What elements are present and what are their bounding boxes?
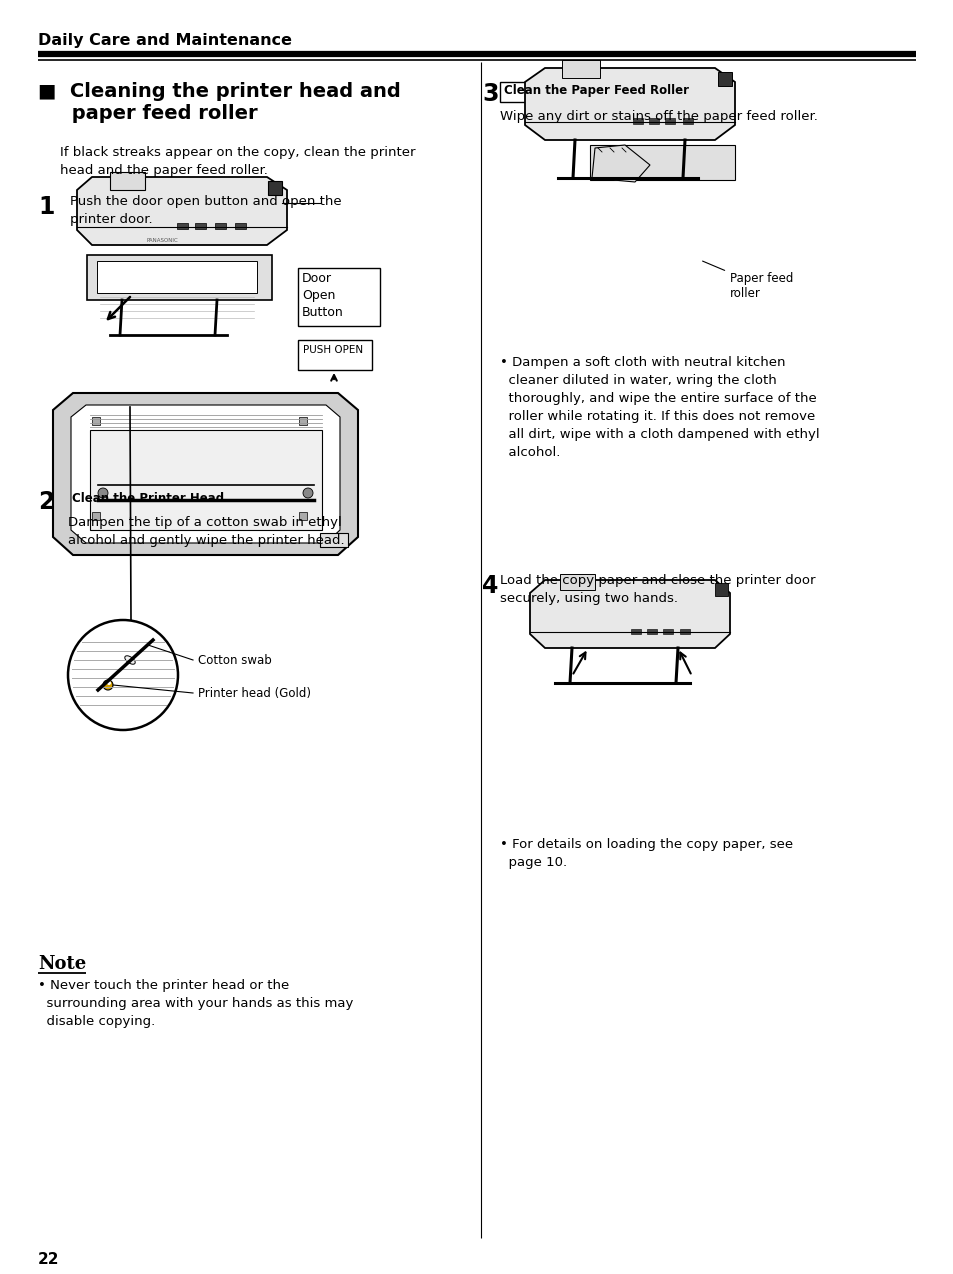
Bar [91, 512, 100, 520]
Bar [268, 181, 282, 195]
Polygon shape [524, 68, 734, 140]
Bar [633, 118, 642, 124]
Bar [499, 82, 669, 102]
Bar [319, 533, 348, 547]
Polygon shape [71, 405, 339, 543]
Polygon shape [589, 145, 734, 180]
Bar [648, 118, 659, 124]
Bar [561, 60, 599, 78]
Circle shape [107, 682, 111, 685]
Text: Clean the Paper Feed Roller: Clean the Paper Feed Roller [503, 84, 688, 97]
Bar [298, 417, 307, 426]
Bar [97, 261, 256, 293]
Bar [234, 223, 246, 229]
Bar [214, 223, 226, 229]
Text: 22: 22 [38, 1252, 59, 1268]
Text: Printer head (Gold): Printer head (Gold) [198, 687, 311, 699]
Bar [194, 223, 206, 229]
Text: ■  Cleaning the printer head and: ■ Cleaning the printer head and [38, 82, 400, 101]
Circle shape [103, 680, 112, 691]
Text: PUSH OPEN: PUSH OPEN [303, 345, 363, 355]
Text: Paper feed
roller: Paper feed roller [701, 261, 793, 299]
Text: 3: 3 [481, 82, 498, 106]
Text: 2: 2 [38, 490, 54, 513]
Bar [297, 340, 372, 369]
Text: paper feed roller: paper feed roller [38, 104, 257, 124]
Bar [91, 417, 100, 426]
Bar [559, 575, 595, 590]
Bar [630, 629, 640, 634]
Circle shape [303, 488, 313, 498]
Polygon shape [77, 177, 287, 245]
Text: Cotton swab: Cotton swab [198, 654, 272, 666]
Text: 1: 1 [38, 195, 54, 219]
Bar [714, 583, 727, 596]
Text: Push the door open button and open the
printer door.: Push the door open button and open the p… [70, 195, 341, 225]
Polygon shape [530, 580, 729, 648]
Text: Door
Open
Button: Door Open Button [302, 273, 343, 318]
Text: • Dampen a soft cloth with neutral kitchen
  cleaner diluted in water, wring the: • Dampen a soft cloth with neutral kitch… [499, 355, 819, 459]
Text: PANASONIC: PANASONIC [147, 238, 178, 243]
Text: Load the copy paper and close the printer door
securely, using two hands.: Load the copy paper and close the printe… [499, 575, 815, 605]
Text: Wipe any dirt or stains off the paper feed roller.: Wipe any dirt or stains off the paper fe… [499, 110, 817, 124]
Polygon shape [53, 392, 357, 555]
Bar [298, 512, 307, 520]
Text: • For details on loading the copy paper, see
  page 10.: • For details on loading the copy paper,… [499, 838, 792, 869]
Circle shape [98, 488, 108, 498]
Bar [110, 172, 145, 190]
Text: Note: Note [38, 956, 86, 973]
Bar [664, 118, 675, 124]
Bar [662, 629, 672, 634]
Circle shape [68, 620, 178, 730]
Text: • Never touch the printer head or the
  surrounding area with your hands as this: • Never touch the printer head or the su… [38, 978, 353, 1028]
Polygon shape [592, 145, 649, 182]
Bar [679, 629, 689, 634]
Text: Daily Care and Maintenance: Daily Care and Maintenance [38, 33, 292, 48]
Bar [718, 73, 731, 87]
Text: 4: 4 [481, 575, 497, 598]
Text: Dampen the tip of a cotton swab in ethyl
alcohol and gently wipe the printer hea: Dampen the tip of a cotton swab in ethyl… [68, 516, 344, 547]
Bar [90, 431, 322, 530]
Bar [177, 223, 188, 229]
Polygon shape [87, 255, 272, 299]
Ellipse shape [125, 656, 135, 664]
Bar [68, 490, 220, 510]
Bar [297, 268, 379, 326]
Bar [646, 629, 657, 634]
Text: Clean the Printer Head: Clean the Printer Head [71, 492, 224, 505]
Bar [682, 118, 692, 124]
Text: If black streaks appear on the copy, clean the printer
head and the paper feed r: If black streaks appear on the copy, cle… [60, 147, 416, 177]
